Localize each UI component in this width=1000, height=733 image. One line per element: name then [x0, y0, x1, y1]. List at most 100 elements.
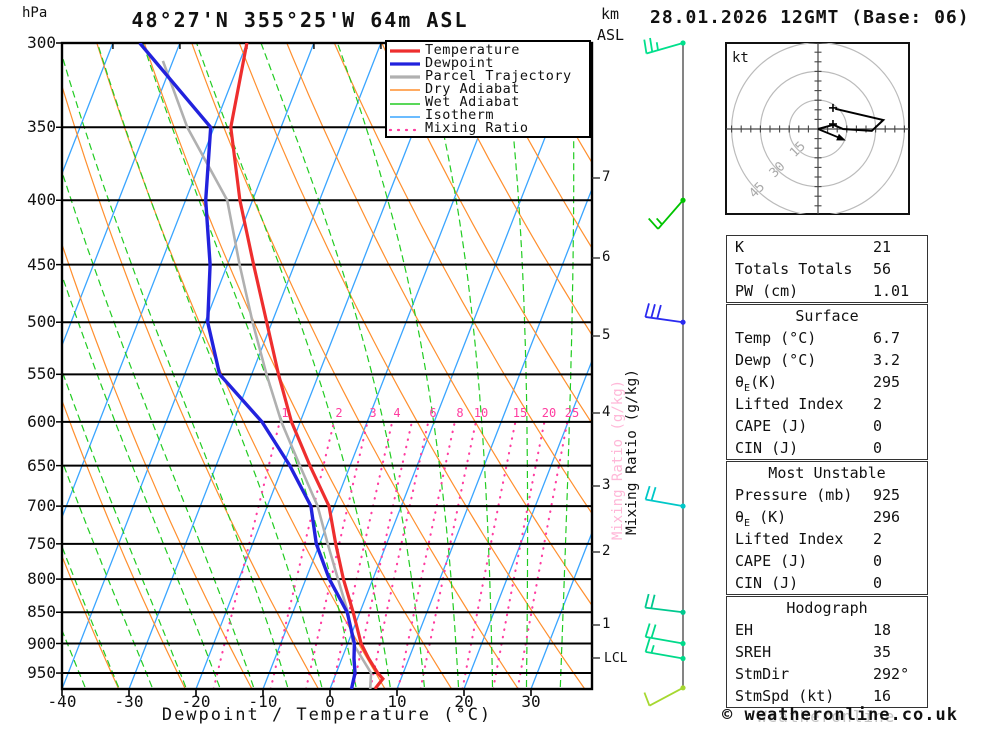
table-row: CIN (J) 0	[727, 437, 927, 459]
table-row-label: Lifted Index	[735, 530, 844, 548]
table-row-value: 292°	[873, 665, 910, 683]
table-row-value: 2	[873, 395, 883, 413]
table-row-label: K	[735, 238, 745, 256]
legend-swatch-dewpoint	[389, 53, 425, 72]
table-row: SREH 35	[727, 641, 927, 663]
table-row-value: 1.01	[873, 282, 910, 300]
watermark-text: Weatheronline	[757, 707, 896, 726]
table-row-label: Dewp (°C)	[735, 351, 817, 369]
pressure-label: 450	[27, 255, 56, 274]
legend-swatch-wet-adiabat	[389, 93, 425, 112]
legend-swatch-dry-adiabat	[389, 79, 425, 98]
wind-barb	[643, 685, 686, 707]
table-row: EH 18	[727, 619, 927, 641]
table-row-label: StmSpd (kt)	[735, 687, 835, 705]
hodograph-trace	[817, 107, 886, 132]
table-row: Lifted Index 2	[727, 528, 927, 550]
table-row-value: 6.7	[873, 329, 901, 347]
legend-label: Dry Adiabat	[425, 80, 520, 97]
table-row-value: 21	[873, 238, 892, 256]
table-row-value: 925	[873, 486, 901, 504]
table-row-value: 0	[873, 552, 883, 570]
pressure-unit-label: hPa	[22, 5, 48, 21]
table-row-value: 0	[873, 574, 883, 592]
table-row: StmDir 292°	[727, 663, 927, 685]
wind-barb	[644, 303, 686, 325]
lcl-label: LCL	[604, 651, 628, 666]
legend-item: Parcel Trajectory	[389, 67, 587, 84]
pressure-label: 900	[27, 634, 56, 653]
mixing-ratio-label: 20	[541, 406, 557, 420]
wind-barb	[644, 623, 686, 647]
mixing-ratio-label: 25	[564, 406, 580, 420]
table-row-label: SREH	[735, 643, 772, 661]
wind-barb	[648, 197, 686, 230]
table-row-label: θE(K)	[735, 373, 778, 394]
table-row-label: Totals Totals	[735, 260, 853, 278]
km-axis-unit-line1: km	[601, 5, 620, 23]
table-section-header: Most Unstable	[768, 464, 886, 482]
hodograph-unit-label: kt	[732, 50, 749, 66]
dewpoint-curve	[138, 43, 357, 689]
table-row: Lifted Index 2	[727, 393, 927, 415]
table-row-label: Lifted Index	[735, 395, 844, 413]
table-row-label: CAPE (J)	[735, 552, 808, 570]
legend-label: Parcel Trajectory	[425, 67, 572, 84]
table-row-label: PW (cm)	[735, 282, 799, 300]
mixing-ratio-label: 10	[473, 406, 489, 420]
table-row: PW (cm) 1.01	[727, 280, 927, 302]
table-row-value: 2	[873, 530, 883, 548]
table-row-label: CAPE (J)	[735, 417, 808, 435]
pressure-label: 850	[27, 602, 56, 621]
km-tick-label: 2	[602, 543, 611, 559]
legend-item: Dewpoint	[389, 53, 587, 72]
legend-item: Isotherm	[389, 106, 587, 125]
table-section-header: Surface	[795, 307, 859, 325]
mixing-ratio-label: 15	[512, 406, 528, 420]
legend-label: Temperature	[425, 41, 520, 58]
temperature-curve	[229, 43, 385, 689]
pressure-label: 550	[27, 364, 56, 383]
table-section: K 21 Totals Totals 56 PW (cm) 1.01	[726, 235, 928, 303]
pressure-label: 300	[27, 33, 56, 52]
table-row-label: EH	[735, 621, 754, 639]
legend-swatch-isotherm	[389, 106, 425, 125]
table-row-value: 295	[873, 373, 901, 391]
mixing-ratio-label: 8	[456, 406, 464, 420]
mixing-ratio-label: 3	[369, 406, 377, 420]
table-row-value: 35	[873, 643, 892, 661]
km-tick-label: 3	[602, 477, 611, 493]
pressure-label: 750	[27, 534, 56, 553]
mixing-ratio-label: 2	[335, 406, 343, 420]
table-row-value: 3.2	[873, 351, 901, 369]
temp-tick-label: 20	[454, 692, 474, 711]
temp-tick-label: -40	[47, 692, 77, 711]
pressure-label: 350	[27, 117, 56, 136]
table-row-label: CIN (J)	[735, 439, 799, 457]
table-row: CIN (J) 0	[727, 572, 927, 594]
temp-tick-label: 10	[387, 692, 407, 711]
copyright-label: © weatheronline.co.uk	[722, 705, 958, 725]
wind-barb	[644, 485, 686, 509]
pressure-label: 950	[27, 663, 56, 682]
legend-label: Isotherm	[425, 107, 495, 124]
plot-frame	[60, 41, 594, 691]
table-row-label: Pressure (mb)	[735, 486, 853, 504]
table-section: Most Unstable Pressure (mb) 925 θE (K) 296 Li…	[726, 461, 928, 595]
legend-swatch-temperature	[389, 40, 425, 59]
pressure-label: 600	[27, 412, 56, 431]
wind-barb	[644, 593, 686, 615]
mixing-axis-ghost-label: Mixing Ratio (g/kg)	[610, 380, 626, 540]
table-row-label: Temp (°C)	[735, 329, 817, 347]
table-row-label: StmDir	[735, 665, 790, 683]
km-tick-label: 6	[602, 249, 611, 265]
temp-tick-label: 0	[325, 692, 335, 711]
table-row: CAPE (J) 0	[727, 415, 927, 437]
table-row-value: 296	[873, 508, 901, 526]
storm-motion-arrow	[836, 133, 846, 141]
table-row: CAPE (J) 0	[727, 550, 927, 572]
chart-legend: Temperature Dewpoint Parcel Trajectory Dry …	[385, 40, 591, 138]
page-title: 48°27'N 355°25'W 64m ASL	[131, 8, 469, 32]
km-tick-label: 7	[602, 169, 611, 185]
